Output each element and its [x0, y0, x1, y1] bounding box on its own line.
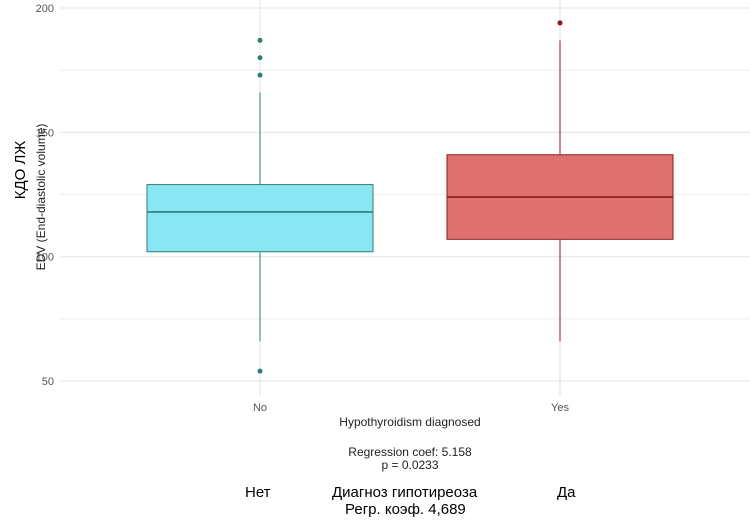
outlier-point: [557, 20, 563, 26]
y-tick-label: 150: [36, 127, 54, 139]
outlier-point: [257, 72, 263, 78]
box-no: [146, 37, 374, 374]
box-yes: [446, 20, 674, 342]
outlier-point: [257, 368, 263, 374]
y-axis-ticks: 50 100 150 200: [36, 3, 54, 388]
ru-y-axis-title: КДО ЛЖ: [12, 141, 29, 200]
x-tick-label: No: [253, 402, 267, 414]
ru-regression-coef: Регр. коэф. 4,689: [345, 501, 466, 518]
y-tick-label: 200: [36, 3, 54, 15]
outlier-point: [257, 37, 263, 43]
y-tick-label: 100: [36, 252, 54, 264]
box-iqr: [146, 184, 374, 253]
boxes: [146, 20, 674, 374]
y-tick-label: 50: [42, 376, 54, 388]
ru-x-axis-title: Диагноз гипотиреоза: [332, 484, 478, 501]
x-tick-label: Yes: [551, 402, 569, 414]
x-axis-title: Hypothyroidism diagnosed: [339, 415, 480, 429]
regression-coef-text: Regression coef: 5.158: [348, 445, 472, 459]
x-axis-ticks: No Yes: [253, 402, 569, 414]
y-axis-title: EDV (End-diastolic volume): [34, 124, 48, 271]
outlier-point: [257, 55, 263, 61]
ru-label-no: Нет: [245, 484, 271, 501]
p-value-text: p = 0.0233: [381, 458, 439, 472]
ru-label-yes: Да: [557, 484, 576, 501]
